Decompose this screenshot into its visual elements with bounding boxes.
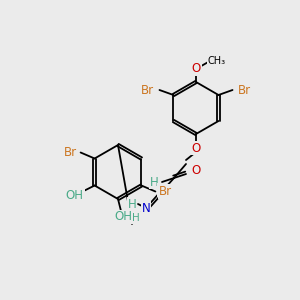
Text: OH: OH bbox=[114, 211, 132, 224]
Text: O: O bbox=[191, 62, 201, 76]
Text: OH: OH bbox=[66, 189, 84, 202]
Text: O: O bbox=[191, 164, 201, 176]
Text: N: N bbox=[158, 184, 166, 196]
Text: H: H bbox=[128, 197, 136, 211]
Text: Br: Br bbox=[141, 83, 154, 97]
Text: H: H bbox=[150, 176, 158, 188]
Text: Br: Br bbox=[64, 146, 77, 159]
Text: H: H bbox=[132, 213, 140, 223]
Text: N: N bbox=[142, 202, 150, 214]
Text: Br: Br bbox=[159, 185, 172, 198]
Text: CH₃: CH₃ bbox=[208, 56, 226, 66]
Text: O: O bbox=[191, 142, 201, 154]
Text: Br: Br bbox=[238, 83, 251, 97]
